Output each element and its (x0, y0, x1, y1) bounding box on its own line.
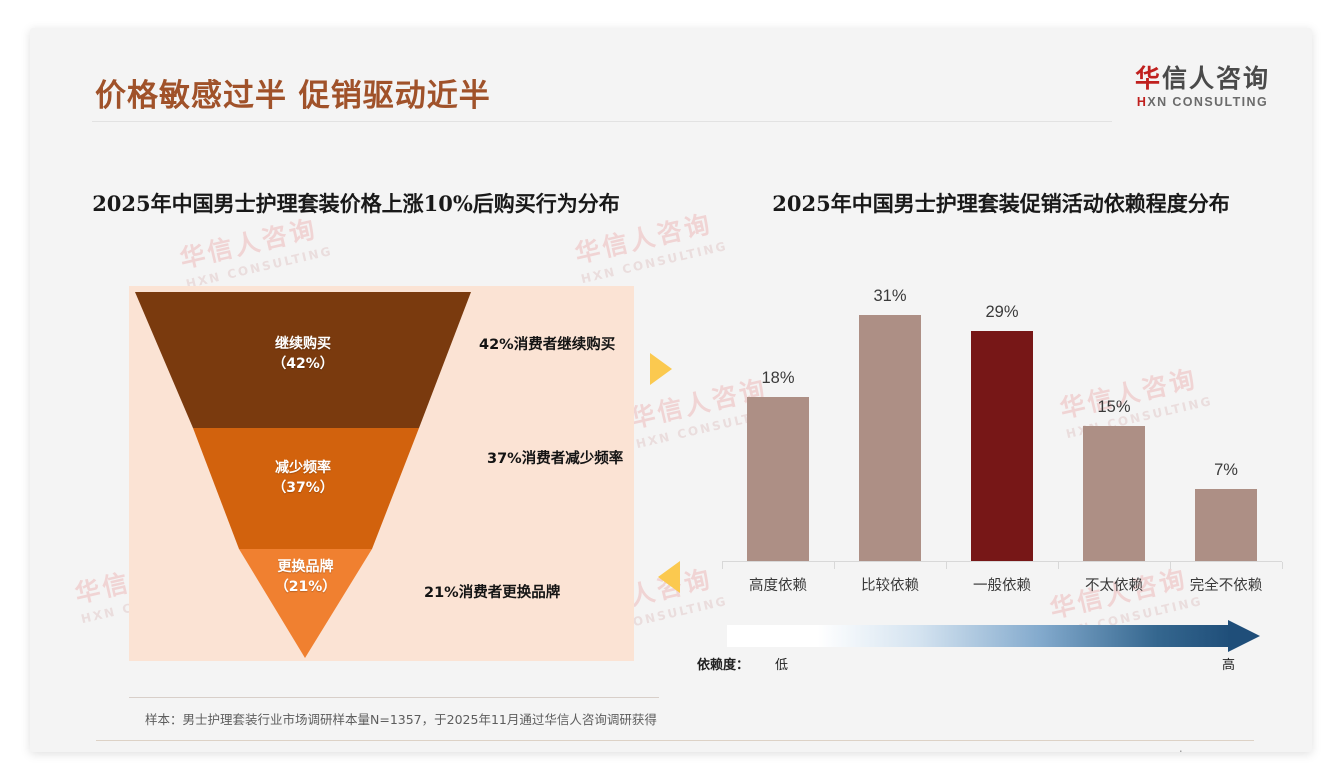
gradient-caption: 依赖度： (697, 658, 750, 673)
funnel-chart: 继续购买 （42%） 减少频率 （37%） 更换品牌 （21%） 42%消费者继… (129, 286, 634, 661)
logo-english: HXN CONSULTING (1135, 95, 1270, 109)
funnel-label-reduce-name: 减少频率 (275, 460, 331, 476)
logo-chinese-rest: 信人咨询 (1161, 64, 1270, 93)
bar-rect-high-dependence[interactable] (747, 397, 809, 561)
logo-english-first-char: H (1136, 95, 1148, 110)
gradient-high-label: 高 (1222, 658, 1236, 673)
play-left-icon (658, 561, 680, 593)
bar-value-label: 29% (985, 303, 1019, 321)
funnel-label-reduce: 减少频率 （37%） (193, 458, 413, 499)
x-axis-line (722, 561, 1282, 562)
watermark-en-a: HXN CONSULTING (184, 243, 334, 292)
left-chart-title: 2025年中国男士护理套装价格上涨10%后购买行为分布 (92, 191, 620, 216)
bar-chart: 18% 31% 29% 15% 7% 高度依赖 比较依赖 一般依赖 不太依赖 完… (690, 283, 1312, 613)
funnel-label-continue: 继续购买 （42%） (193, 334, 413, 375)
funnel-label-continue-name: 继续购买 (275, 336, 331, 352)
funnel-label-switch: 更换品牌 （21%） (239, 557, 372, 598)
x-axis-label: 完全不依赖 (1189, 578, 1263, 594)
bar-rect-no-dependence[interactable] (1195, 489, 1257, 561)
funnel-label-continue-value: （42%） (272, 356, 334, 373)
company-logo: 华信人咨询 HXN CONSULTING (1134, 64, 1270, 109)
logo-chinese: 华信人咨询 (1134, 64, 1270, 93)
bar-rect-average-dependence[interactable] (971, 331, 1033, 561)
funnel-segment-reduce[interactable] (193, 428, 419, 549)
footer-divider (96, 740, 1254, 741)
watermark-cn-a: 华信人咨询 (177, 213, 321, 274)
watermark-en-b: HXN CONSULTING (579, 238, 729, 287)
bar-column[interactable]: 7% (1171, 461, 1281, 561)
slide: 价格敏感过半 促销驱动近半 华信人咨询 HXN CONSULTING 华信人咨询… (30, 28, 1312, 752)
logo-english-rest: XN CONSULTING (1147, 95, 1269, 110)
play-right-icon (650, 353, 672, 385)
website-link[interactable]: www.hxrcon.com (1150, 749, 1244, 752)
funnel-annotation-switch: 21%消费者更换品牌 (424, 585, 561, 601)
arrow-right-icon (1228, 620, 1260, 652)
funnel-label-switch-name: 更换品牌 (277, 559, 334, 575)
logo-chinese-first-char: 华 (1134, 64, 1162, 93)
sample-note: 样本：男士护理套装行业市场调研样本量N=1357，于2025年11月通过华信人咨… (145, 712, 657, 727)
x-axis-label: 高度依赖 (749, 578, 807, 594)
bar-rect-fairly-dependent[interactable] (859, 315, 921, 561)
right-chart-title: 2025年中国男士护理套装促销活动依赖程度分布 (772, 191, 1230, 216)
funnel-label-reduce-value: （37%） (272, 480, 334, 497)
x-axis-label: 不太依赖 (1085, 578, 1143, 594)
bar-value-label: 15% (1097, 398, 1131, 416)
bar-value-label: 18% (761, 369, 795, 387)
funnel-segment-switch[interactable] (239, 549, 372, 658)
funnel-label-switch-value: （21%） (274, 579, 337, 596)
sample-note-divider (129, 697, 659, 698)
dependence-gradient-legend: 依赖度： 低 高 (697, 620, 1287, 677)
funnel-shape (135, 292, 471, 658)
x-axis-label: 比较依赖 (861, 578, 919, 594)
funnel-segment-continue[interactable] (135, 292, 471, 428)
gradient-low-label: 低 (775, 658, 789, 673)
copyright-text: ©2026.1 HXR华信人咨询 (98, 749, 247, 752)
gradient-bar (727, 625, 1232, 647)
funnel-annotation-continue: 42%消费者继续购买 (479, 337, 616, 353)
header-divider (92, 121, 1112, 122)
bar-column[interactable]: 15% (1059, 398, 1169, 561)
bar-column[interactable]: 29% (947, 303, 1057, 561)
x-axis-label: 一般依赖 (973, 578, 1031, 594)
bar-column[interactable]: 31% (835, 287, 945, 561)
page-title: 价格敏感过半 促销驱动近半 (95, 78, 491, 114)
bar-column[interactable]: 18% (723, 369, 833, 561)
bar-value-label: 7% (1214, 461, 1238, 479)
bar-value-label: 31% (873, 287, 907, 305)
bar-rect-low-dependence[interactable] (1083, 426, 1145, 561)
funnel-annotation-reduce: 37%消费者减少频率 (487, 451, 624, 467)
